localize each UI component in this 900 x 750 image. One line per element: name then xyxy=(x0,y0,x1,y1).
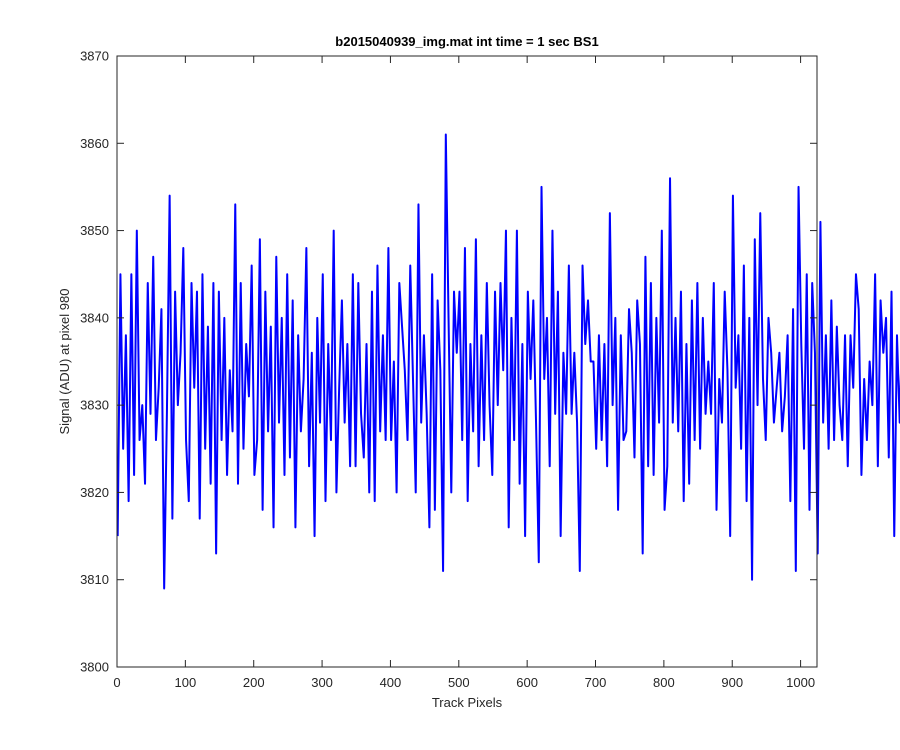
x-tick-label: 100 xyxy=(175,675,197,690)
x-tick-label: 500 xyxy=(448,675,470,690)
x-tick-label: 1000 xyxy=(786,675,815,690)
x-tick-label: 400 xyxy=(380,675,402,690)
data-layer xyxy=(116,133,900,590)
tick-layer: 0 100 200 300 400 500 600 700 800 900 1000 3800 3810… xyxy=(80,49,817,690)
series-line-1 xyxy=(116,133,900,590)
chart-title: b2015040939_img.mat int time = 1 sec BS1 xyxy=(335,34,598,49)
y-tick-label: 3870 xyxy=(80,49,109,64)
x-tick-label: 300 xyxy=(311,675,333,690)
x-tick-label: 200 xyxy=(243,675,265,690)
y-axis-label: Signal (ADU) at pixel 980 xyxy=(57,289,72,435)
x-tick-label: 700 xyxy=(585,675,607,690)
axes-box xyxy=(116,55,818,668)
y-tick-label: 3830 xyxy=(80,398,109,413)
x-tick-label: 600 xyxy=(516,675,538,690)
y-tick-label: 3810 xyxy=(80,572,109,587)
x-tick-label: 900 xyxy=(721,675,743,690)
y-tick-label: 3840 xyxy=(80,310,109,325)
y-tick-label: 3800 xyxy=(80,660,109,675)
y-tick-label: 3850 xyxy=(80,223,109,238)
y-tick-label: 3860 xyxy=(80,136,109,151)
x-tick-label: 0 xyxy=(113,675,120,690)
y-tick-label: 3820 xyxy=(80,485,109,500)
x-axis-label: Track Pixels xyxy=(432,695,503,710)
x-tick-label: 800 xyxy=(653,675,675,690)
